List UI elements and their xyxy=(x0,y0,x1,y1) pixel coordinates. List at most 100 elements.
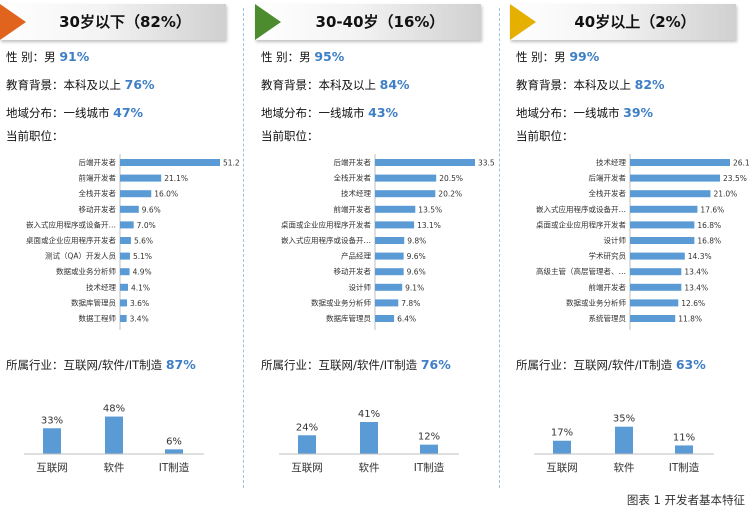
industry-value-label: 11% xyxy=(673,432,695,443)
role-bar xyxy=(375,299,399,307)
role-value-label: 9.6% xyxy=(142,205,161,214)
role-category-label: 设计师 xyxy=(604,235,627,245)
role-value-label: 16.0% xyxy=(154,190,178,199)
role-bar xyxy=(120,190,152,198)
role-category-label: 数据或业务分析师 xyxy=(311,297,371,307)
panel-header: 30岁以下（82%） xyxy=(0,4,226,40)
role-category-label: 桌面或企业应用程序开发者 xyxy=(536,219,626,229)
industry-column xyxy=(615,426,633,454)
education-pct: 84% xyxy=(379,77,410,92)
panel-header-accent xyxy=(510,4,536,40)
role-value-label: 51.2% xyxy=(223,159,240,168)
role-bar xyxy=(120,159,220,166)
industry-category-label: 软件 xyxy=(614,461,635,474)
role-category-label: 测试（QA）开发人员 xyxy=(45,251,117,261)
industry-column xyxy=(675,445,693,454)
panel-header-accent xyxy=(255,4,281,40)
role-category-label: 后端开发者 xyxy=(589,173,627,183)
role-bar xyxy=(630,252,685,260)
role-category-label: 数据库管理员 xyxy=(71,297,116,307)
role-category-label: 全栈开发者 xyxy=(334,173,372,183)
industry-column xyxy=(165,449,183,454)
role-bar xyxy=(630,283,682,291)
role-value-label: 13.5% xyxy=(418,205,442,214)
gender-line: 性 别：男 99% xyxy=(516,49,599,65)
role-value-label: 3.4% xyxy=(130,315,149,324)
role-category-label: 产品经理 xyxy=(341,251,371,261)
role-bar xyxy=(630,299,679,307)
gender-pct: 95% xyxy=(314,49,345,64)
region-pct: 47% xyxy=(113,105,144,120)
roles-bar-chart: 后端开发者 51.2% 前端开发者 21.1% 全栈开发者 16.0% 移动开发者 9.6% 嵌… xyxy=(26,154,240,330)
role-category-label: 设计师 xyxy=(349,282,372,292)
role-category-label: 数据库管理员 xyxy=(326,313,371,323)
role-bar xyxy=(120,268,130,276)
region-line: 地域分布：一线城市 47% xyxy=(6,105,143,121)
role-bar xyxy=(375,252,404,260)
education-line: 教育背景：本科及以上 84% xyxy=(261,77,410,93)
role-value-label: 5.6% xyxy=(134,237,153,246)
role-heading: 当前职位： xyxy=(6,129,64,143)
gender-pct: 99% xyxy=(569,49,600,64)
role-category-label: 前端开发者 xyxy=(334,204,372,214)
panel-header: 30-40岁（16%） xyxy=(255,4,481,40)
role-category-label: 系统管理员 xyxy=(589,313,627,323)
role-value-label: 4.1% xyxy=(131,283,150,292)
role-value-label: 20.2% xyxy=(438,190,462,199)
industry-column xyxy=(360,422,378,454)
industry-value-label: 6% xyxy=(166,436,182,447)
role-bar xyxy=(375,221,415,229)
role-value-label: 16.8% xyxy=(697,221,721,230)
industry-line: 所属行业：互联网/软件/IT制造 63% xyxy=(516,357,706,373)
panel-title: 30岁以下（82%） xyxy=(59,13,191,31)
industry-label: 所属行业：互联网/软件/IT制造 xyxy=(6,358,163,372)
role-value-label: 16.8% xyxy=(697,237,721,246)
industry-column xyxy=(298,435,316,454)
industry-column-chart: 33% 互联网 48% 软件 6% IT制造 xyxy=(24,404,204,474)
region-line: 地域分布：一线城市 39% xyxy=(516,105,653,121)
industry-category-label: 互联网 xyxy=(546,462,578,474)
role-bar xyxy=(375,237,405,244)
industry-category-label: 软件 xyxy=(104,461,125,474)
role-category-label: 前端开发者 xyxy=(589,282,627,292)
industry-category-label: 互联网 xyxy=(36,462,68,474)
industry-category-label: IT制造 xyxy=(669,461,700,474)
region-label: 地域分布：一线城市 xyxy=(516,106,620,120)
industry-category-label: 软件 xyxy=(359,461,380,474)
panel-divider xyxy=(499,8,500,488)
industry-column xyxy=(553,440,571,454)
panel-header: 40岁以上（2%） xyxy=(510,4,736,40)
panel-title: 30-40岁（16%） xyxy=(315,13,445,31)
role-bar xyxy=(375,268,404,276)
role-bar xyxy=(630,190,711,198)
role-value-label: 23.5% xyxy=(723,174,747,183)
role-category-label: 技术经理 xyxy=(596,157,626,167)
industry-column-chart: 17% 互联网 35% 软件 11% IT制造 xyxy=(534,414,714,474)
role-bar xyxy=(375,205,416,213)
role-value-label: 21.1% xyxy=(164,174,188,183)
industry-label: 所属行业：互联网/软件/IT制造 xyxy=(516,358,673,372)
role-heading: 当前职位： xyxy=(261,129,319,143)
industry-value-label: 48% xyxy=(103,404,125,415)
gender-label: 性 别：男 xyxy=(516,50,566,64)
region-pct: 43% xyxy=(368,105,399,120)
education-line: 教育背景：本科及以上 76% xyxy=(6,77,155,93)
role-category-label: 高级主管（高层管理者、… xyxy=(536,266,626,276)
role-value-label: 20.5% xyxy=(439,174,463,183)
gender-line: 性 别：男 95% xyxy=(261,49,344,65)
role-bar xyxy=(120,252,130,260)
role-value-label: 11.8% xyxy=(678,315,702,324)
panel-title: 40岁以上（2%） xyxy=(574,13,696,31)
panel-over-40: 40岁以上（2%） 性 别：男 99% 教育背景：本科及以上 82% 地域分布：… xyxy=(510,0,750,490)
role-value-label: 9.6% xyxy=(407,252,426,261)
role-category-label: 全栈开发者 xyxy=(589,188,627,198)
role-bar xyxy=(120,299,128,307)
role-value-label: 7.8% xyxy=(401,299,420,308)
role-value-label: 13.4% xyxy=(684,283,708,292)
role-category-label: 嵌入式应用程序或设备开… xyxy=(281,235,371,245)
roles-bar-chart: 技术经理 26.1% 后端开发者 23.5% 全栈开发者 21.0% 嵌入式应用程序或设备开… xyxy=(536,154,750,330)
role-category-label: 移动开发者 xyxy=(334,266,372,276)
role-bar xyxy=(630,221,695,229)
role-bar xyxy=(630,174,721,182)
gender-pct: 91% xyxy=(59,49,90,64)
